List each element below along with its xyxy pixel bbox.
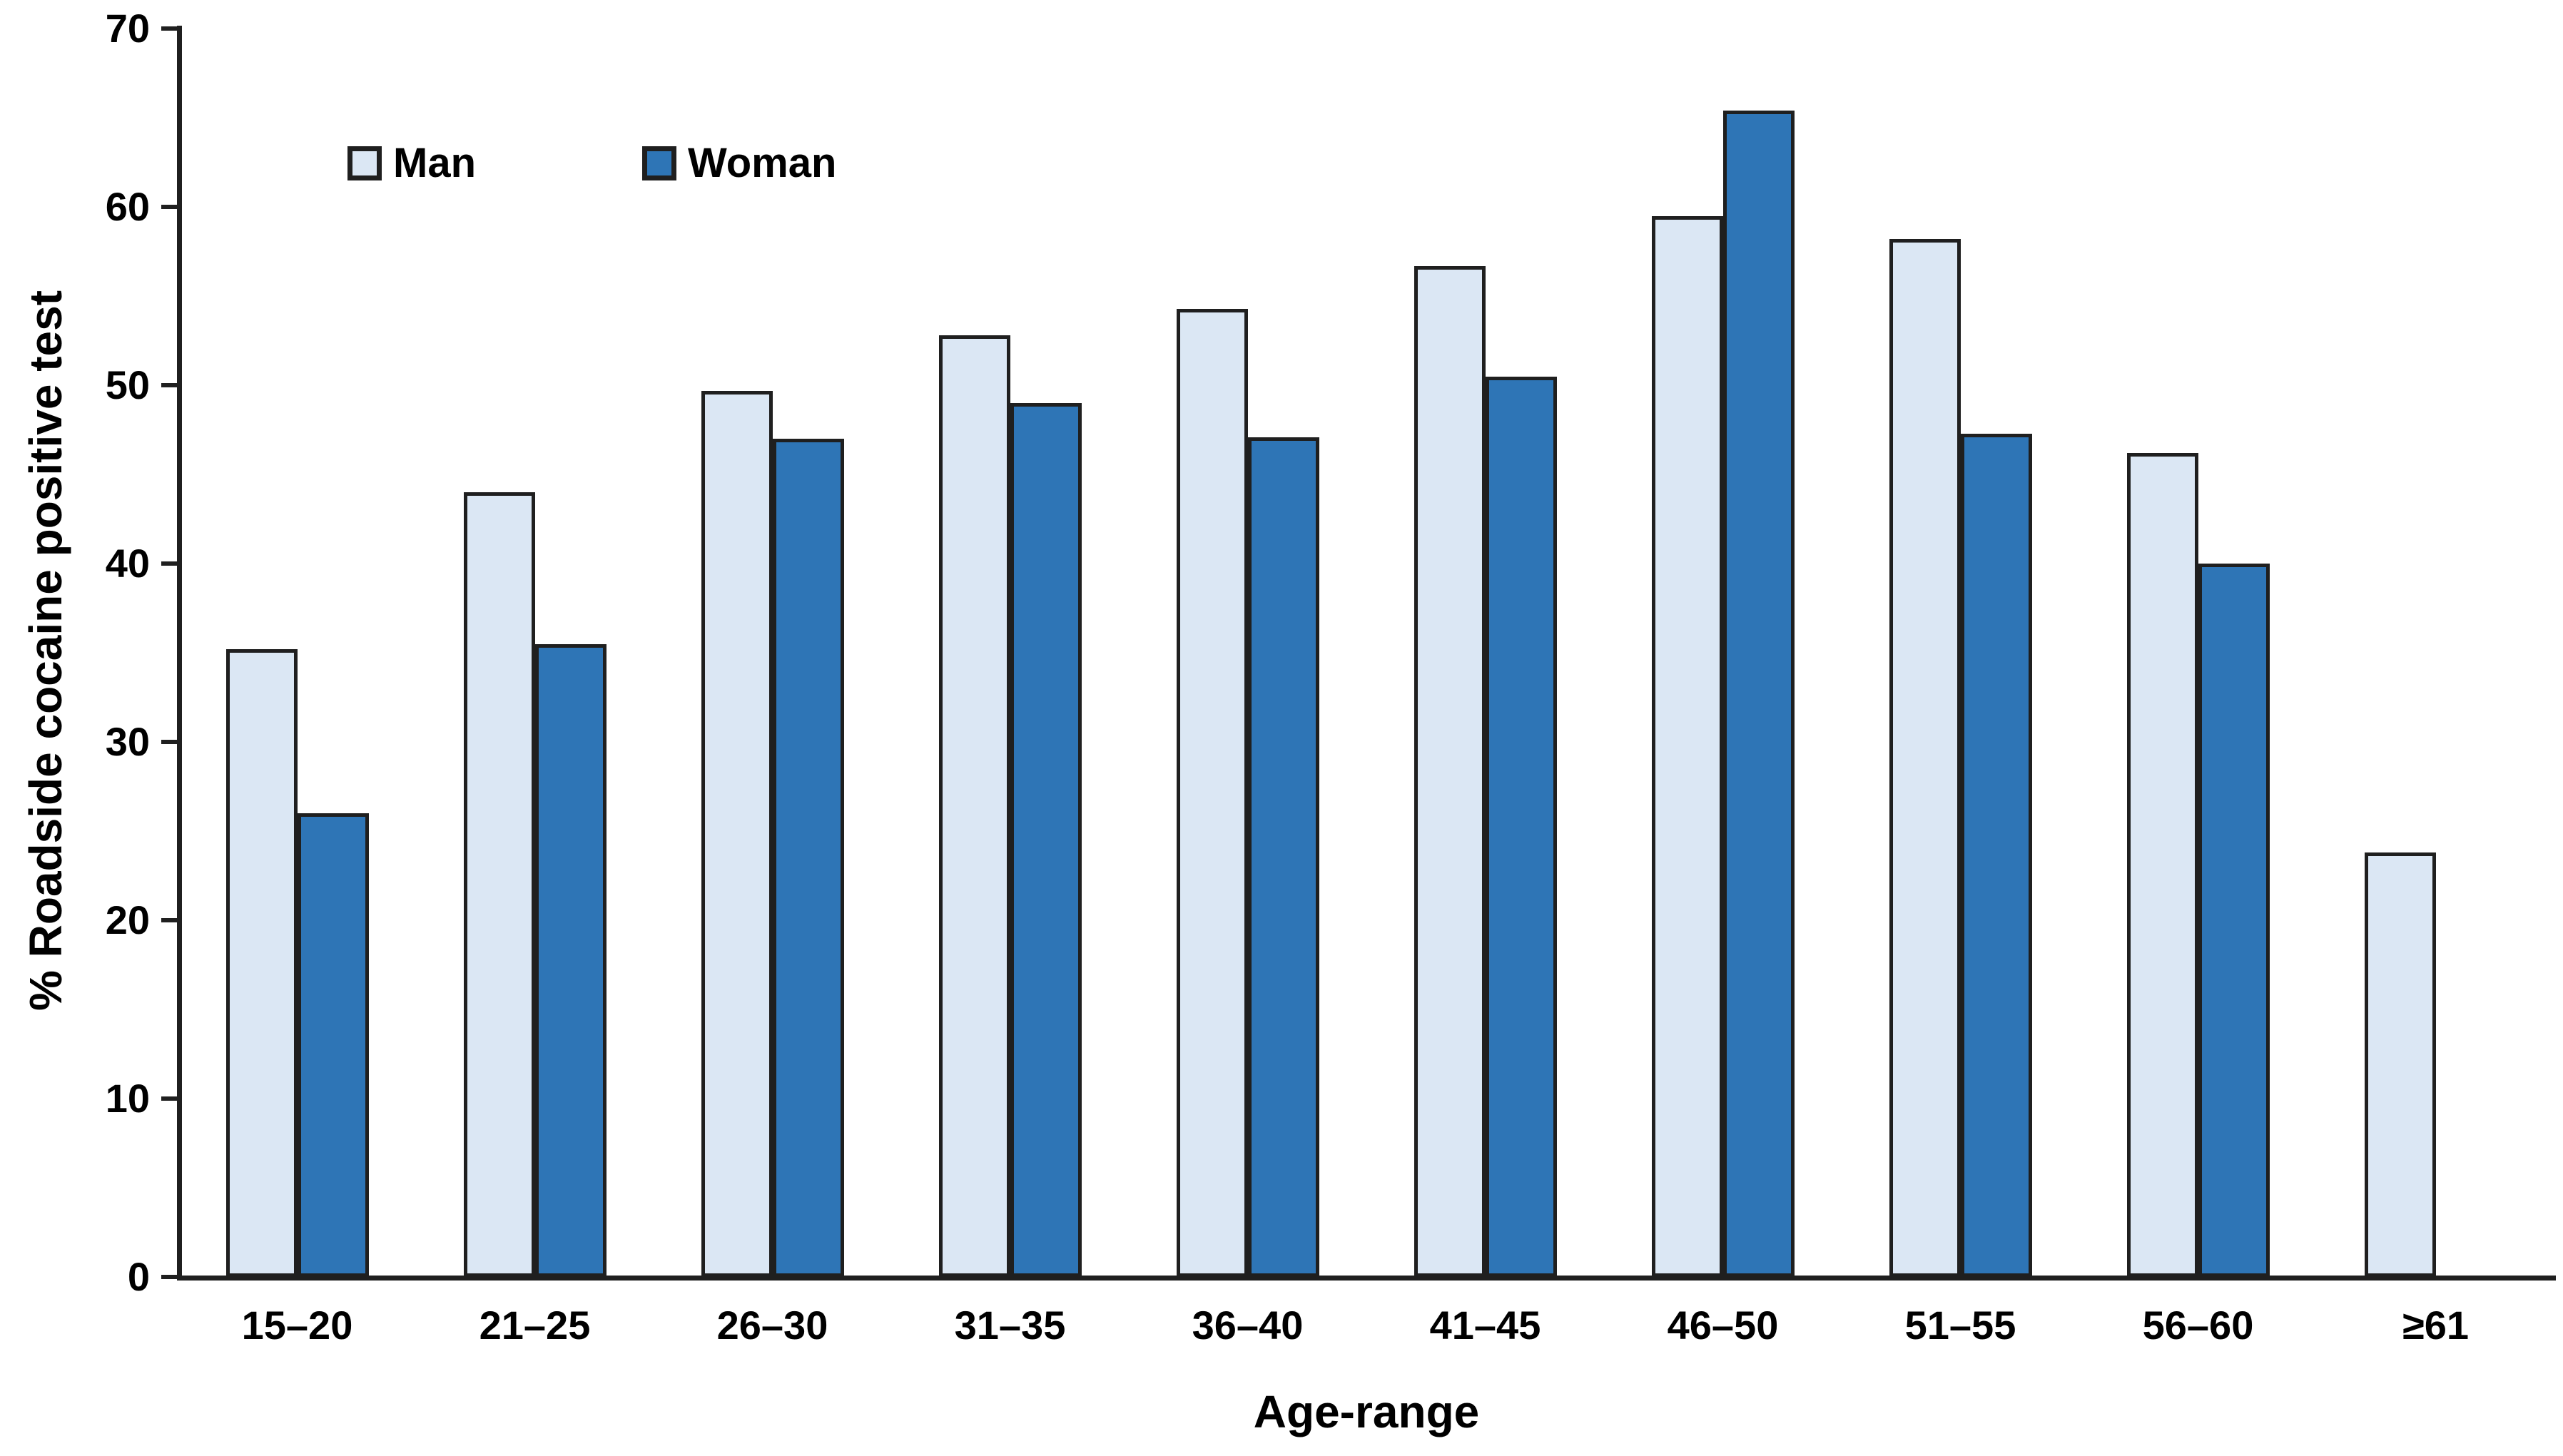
woman-bar-56–60 bbox=[2198, 564, 2270, 1277]
y-axis-line bbox=[177, 26, 182, 1281]
bar-group-31–35 bbox=[891, 29, 1129, 1277]
man-bar-46–50 bbox=[1651, 215, 1723, 1277]
legend-item-man: Man bbox=[347, 143, 476, 184]
x-axis-line bbox=[177, 1276, 2556, 1281]
y-tick-label: 0 bbox=[127, 1254, 150, 1299]
woman-bar-46–50 bbox=[1722, 111, 1795, 1277]
y-tick-mark bbox=[161, 26, 178, 31]
man-bar-≥61 bbox=[2364, 852, 2436, 1277]
man-bar-21–25 bbox=[463, 492, 535, 1277]
man-bar-15–20 bbox=[225, 649, 298, 1277]
man-bar-51–55 bbox=[1889, 239, 1961, 1277]
woman-bar-41–45 bbox=[1485, 376, 1557, 1277]
woman-bar-51–55 bbox=[1960, 433, 2032, 1277]
bar-group-≥61 bbox=[2317, 29, 2554, 1277]
x-tick-label-21–25: 21–25 bbox=[479, 1303, 591, 1348]
bar-group-51–55 bbox=[1842, 29, 2079, 1277]
bar-group-41–45 bbox=[1366, 29, 1604, 1277]
bar-group-15–20 bbox=[178, 29, 416, 1277]
x-tick-label-56–60: 56–60 bbox=[2142, 1303, 2254, 1348]
x-tick-label-≥61: ≥61 bbox=[2402, 1303, 2470, 1348]
man-legend-swatch bbox=[347, 146, 382, 180]
y-tick-mark bbox=[161, 740, 178, 744]
man-bar-56–60 bbox=[2126, 453, 2198, 1277]
y-tick-label: 40 bbox=[105, 541, 150, 586]
y-tick-mark bbox=[161, 918, 178, 922]
man-bar-31–35 bbox=[938, 335, 1010, 1277]
y-tick-label: 50 bbox=[105, 362, 150, 407]
x-tick-label-41–45: 41–45 bbox=[1429, 1303, 1541, 1348]
y-tick-mark bbox=[161, 383, 178, 387]
bar-group-46–50 bbox=[1604, 29, 1842, 1277]
bar-group-26–30 bbox=[654, 29, 891, 1277]
y-tick-mark bbox=[161, 561, 178, 566]
y-tick-label: 60 bbox=[105, 184, 150, 229]
woman-bar-26–30 bbox=[772, 439, 844, 1277]
x-tick-label-31–35: 31–35 bbox=[954, 1303, 1066, 1348]
x-tick-label-51–55: 51–55 bbox=[1904, 1303, 2016, 1348]
woman-bar-21–25 bbox=[534, 643, 607, 1277]
y-tick-mark bbox=[161, 1096, 178, 1101]
woman-bar-36–40 bbox=[1247, 437, 1319, 1277]
man-legend-label: Man bbox=[393, 140, 476, 186]
legend-item-woman: Woman bbox=[642, 143, 836, 184]
bar-group-36–40 bbox=[1129, 29, 1366, 1277]
man-bar-36–40 bbox=[1176, 308, 1248, 1277]
x-axis-title: Age-range bbox=[1253, 1386, 1480, 1437]
woman-legend-label: Woman bbox=[688, 140, 837, 186]
x-tick-label-15–20: 15–20 bbox=[241, 1303, 353, 1348]
bar-group-21–25 bbox=[416, 29, 654, 1277]
woman-bar-31–35 bbox=[1010, 403, 1082, 1277]
x-tick-label-26–30: 26–30 bbox=[716, 1303, 828, 1348]
y-tick-mark bbox=[161, 1275, 178, 1279]
woman-bar-15–20 bbox=[297, 813, 369, 1277]
x-tick-label-36–40: 36–40 bbox=[1192, 1303, 1304, 1348]
bar-group-56–60 bbox=[2079, 29, 2317, 1277]
plot-area: Man Woman bbox=[178, 29, 2554, 1277]
woman-legend-swatch bbox=[642, 146, 676, 180]
man-bar-26–30 bbox=[701, 390, 773, 1277]
y-tick-label: 20 bbox=[105, 897, 150, 942]
y-tick-mark bbox=[161, 205, 178, 209]
man-bar-41–45 bbox=[1414, 265, 1486, 1277]
y-tick-label: 30 bbox=[105, 719, 150, 764]
x-tick-label-46–50: 46–50 bbox=[1667, 1303, 1779, 1348]
y-tick-label: 70 bbox=[105, 6, 150, 51]
y-tick-label: 10 bbox=[105, 1076, 150, 1121]
